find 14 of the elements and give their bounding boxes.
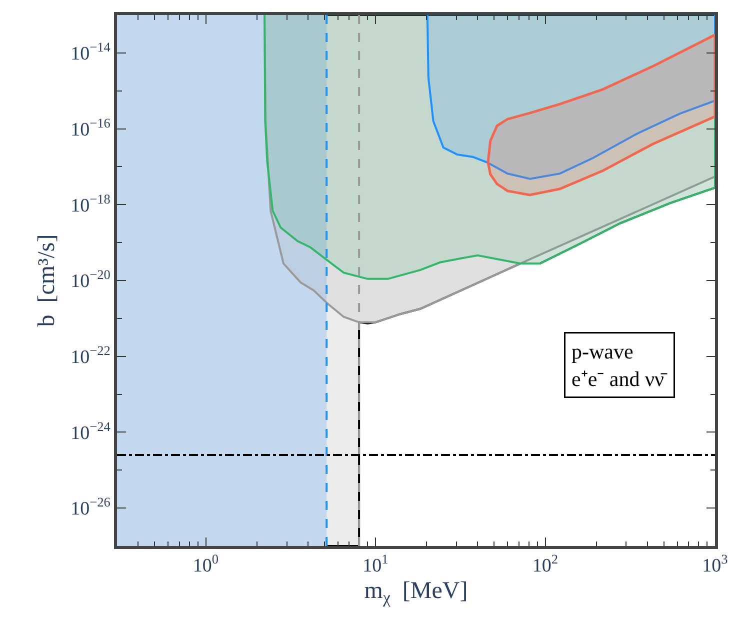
x-tick-label: 10$^{1}$: [362, 552, 388, 577]
x-tick-label: 10$^{3}$: [702, 552, 728, 577]
y-tick-label: 10$^{−16}$: [70, 115, 111, 140]
x-tick-label: 10$^{0}$: [192, 552, 219, 577]
y-tick-label: 10$^{−20}$: [70, 267, 111, 292]
y-tick-label: 10$^{−22}$: [70, 343, 110, 368]
x-axis-title: m$_{χ}$ [MeV]: [364, 578, 468, 607]
x-tick-label: 10$^{2}$: [532, 552, 558, 577]
y-tick-label: 10$^{−18}$: [70, 191, 111, 216]
y-axis-title: b [cm³/s]: [34, 234, 60, 327]
annotation: p-wave e⁺e⁻ and νν̄: [572, 340, 668, 391]
y-tick-label: 10$^{−24}$: [70, 418, 111, 444]
y-tick-label: 10$^{−26}$: [70, 494, 111, 520]
y-tick-label: 10$^{−14}$: [70, 40, 111, 65]
